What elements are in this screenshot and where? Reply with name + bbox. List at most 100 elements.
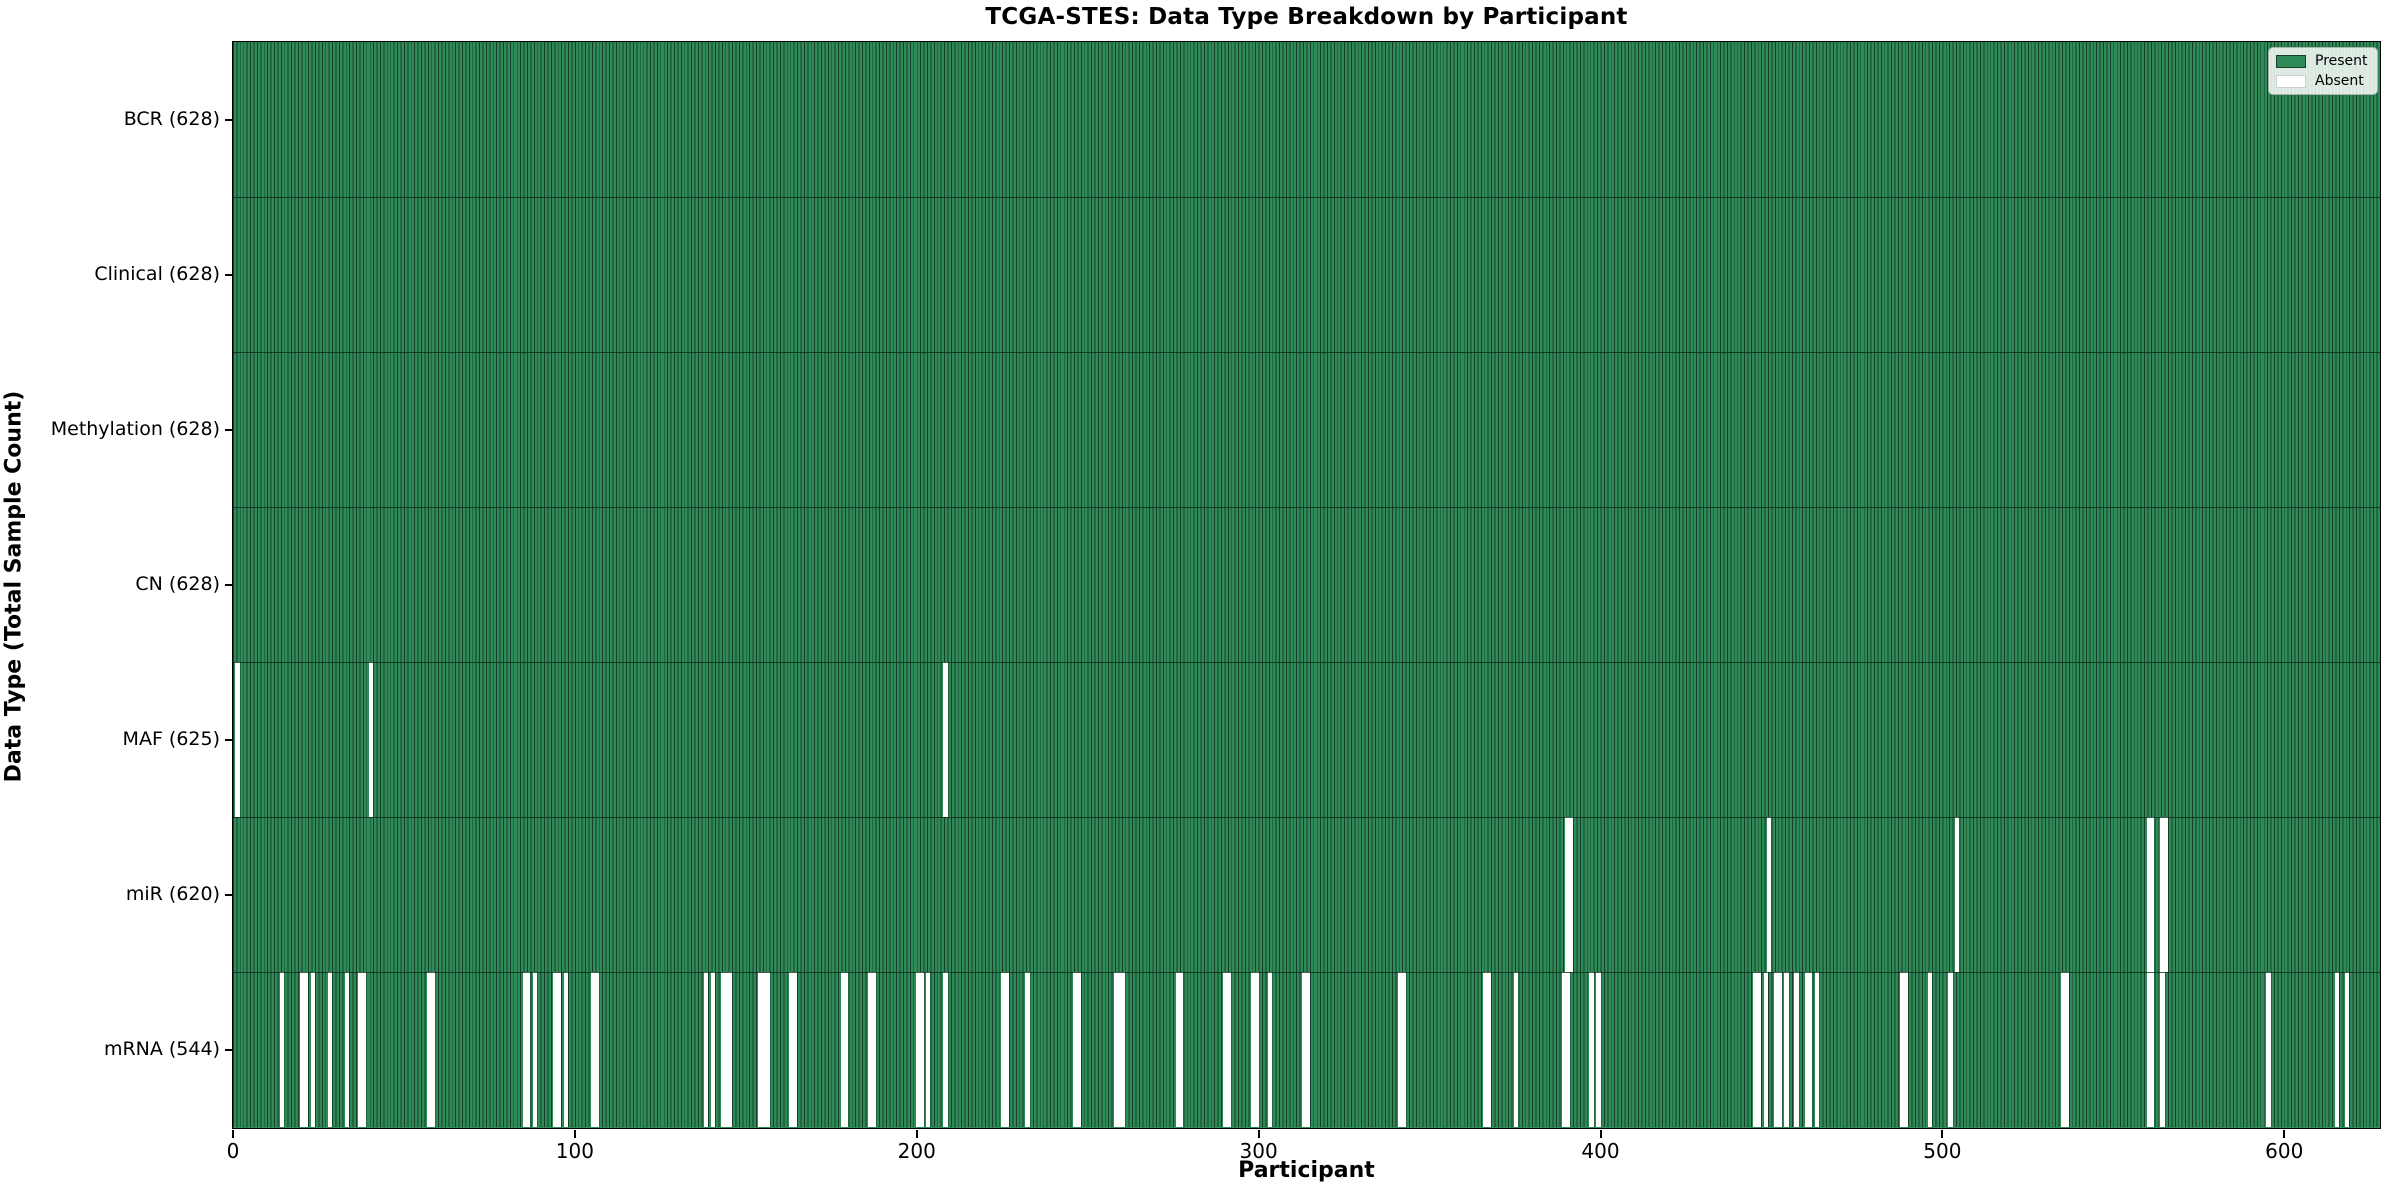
absent-gap	[1794, 972, 1799, 1128]
absent-gap	[1076, 972, 1081, 1128]
absent-gap	[1903, 972, 1909, 1128]
absent-gap	[1767, 817, 1772, 973]
absent-gap	[2160, 817, 2165, 973]
absent-gap	[1753, 972, 1758, 1128]
absent-gap	[1397, 972, 1403, 1128]
absent-gap	[1114, 972, 1119, 1128]
absent-gap	[792, 972, 798, 1128]
absent-gap	[1589, 972, 1594, 1128]
absent-gap	[1900, 972, 1905, 1128]
absent-gap	[235, 662, 240, 818]
absent-gap	[1001, 972, 1006, 1128]
absent-gap	[1784, 972, 1789, 1128]
absent-gap	[553, 972, 558, 1128]
absent-gap	[2146, 972, 2151, 1128]
y-tick-mark	[225, 584, 233, 586]
absent-gap	[1179, 972, 1184, 1128]
absent-gap	[1401, 972, 1406, 1128]
legend-swatch-absent	[2276, 74, 2306, 88]
y-tick-label: miR (620)	[125, 883, 220, 906]
absent-gap	[1025, 972, 1030, 1128]
y-tick-mark	[225, 118, 233, 121]
y-axis-label: Data Type (Total Sample Count)	[1, 390, 27, 783]
y-tick-mark	[225, 1049, 233, 1052]
absent-gap	[1483, 972, 1488, 1128]
x-tick-label: 100	[555, 1139, 594, 1163]
legend-label: Present	[2315, 53, 2368, 69]
absent-gap	[300, 972, 305, 1128]
absent-gap	[1004, 972, 1010, 1128]
absent-gap	[943, 662, 948, 818]
x-tick-label: 400	[1581, 1139, 1620, 1163]
absent-gap	[710, 972, 716, 1128]
absent-gap	[426, 972, 432, 1128]
chart-title: TCGA-STES: Data Type Breakdown by Partic…	[985, 4, 1628, 30]
absent-gap	[2146, 817, 2151, 973]
absent-gap	[926, 972, 931, 1128]
legend-item-absent: Absent	[2276, 74, 2368, 88]
absent-gap	[279, 972, 285, 1128]
row-separator	[232, 662, 2380, 664]
absent-gap	[1927, 972, 1933, 1128]
row-separator	[232, 196, 2380, 198]
absent-gap	[2061, 972, 2066, 1128]
legend: Present Absent	[2268, 47, 2378, 95]
absent-gap	[361, 972, 367, 1128]
row-band-miR	[232, 817, 2380, 973]
x-tick-mark	[2283, 1130, 2286, 1138]
x-tick-mark	[232, 1130, 234, 1138]
absent-gap	[1808, 972, 1813, 1128]
legend-item-present: Present	[2276, 54, 2368, 68]
x-tick-label: 500	[1923, 1139, 1962, 1163]
absent-gap	[1565, 972, 1570, 1128]
y-tick-mark	[225, 428, 233, 431]
row-band-mRNA	[232, 972, 2380, 1128]
row-band-MAF	[232, 662, 2380, 818]
absent-gap	[522, 972, 527, 1128]
absent-gap	[789, 972, 794, 1128]
absent-gap	[703, 972, 709, 1128]
absent-gap	[556, 972, 562, 1128]
absent-gap	[1250, 972, 1256, 1128]
x-tick-mark	[1599, 1130, 1602, 1138]
x-tick-label: 300	[1239, 1139, 1278, 1163]
absent-gap	[2064, 972, 2069, 1128]
absent-gap	[2266, 972, 2271, 1128]
absent-gap	[915, 972, 921, 1128]
absent-gap	[1948, 972, 1953, 1128]
y-tick-label: MAF (625)	[122, 728, 220, 751]
absent-gap	[1568, 817, 1574, 973]
x-tick-mark	[1941, 1130, 1944, 1138]
row-band-CN	[232, 506, 2380, 663]
row-band-Methylation	[232, 351, 2380, 507]
absent-gap	[2334, 972, 2339, 1128]
x-tick-mark	[1257, 1130, 1260, 1138]
y-tick-label: Methylation (628)	[50, 417, 220, 440]
absent-gap	[1305, 972, 1310, 1128]
absent-gap	[761, 972, 767, 1128]
row-band-BCR	[232, 41, 2380, 197]
y-tick-mark	[225, 273, 233, 276]
x-tick-label: 0	[226, 1139, 240, 1163]
absent-gap	[368, 662, 374, 818]
absent-gap	[1223, 972, 1228, 1128]
x-tick-label: 200	[897, 1139, 936, 1163]
absent-gap	[1773, 972, 1779, 1128]
absent-gap	[1565, 817, 1570, 973]
absent-gap	[344, 972, 350, 1128]
row-separator	[232, 817, 2380, 819]
absent-gap	[919, 972, 924, 1128]
absent-gap	[727, 972, 733, 1128]
absent-gap	[1763, 972, 1769, 1128]
y-tick-mark	[225, 894, 233, 897]
x-tick-mark	[573, 1130, 576, 1138]
plot-area	[231, 40, 2381, 1129]
absent-gap	[1117, 972, 1122, 1128]
absent-gap	[303, 972, 309, 1128]
absent-gap	[358, 972, 363, 1128]
absent-gap	[310, 972, 316, 1128]
absent-gap	[724, 972, 729, 1128]
x-tick-mark	[915, 1130, 918, 1138]
row-separator	[232, 972, 2380, 974]
absent-gap	[758, 972, 763, 1128]
